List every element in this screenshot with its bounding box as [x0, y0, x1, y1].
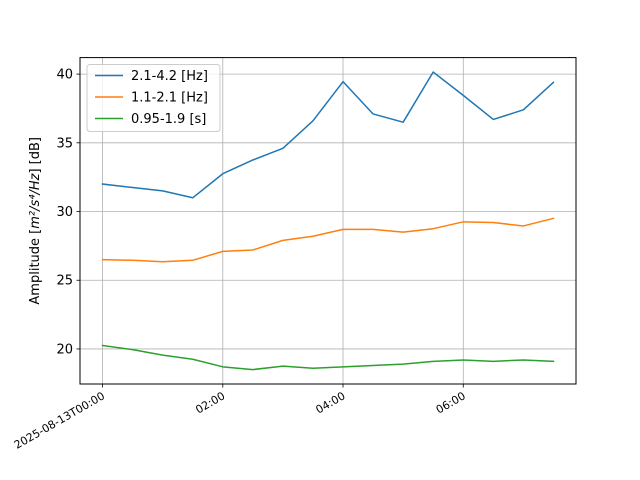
x-tick-label: 04:00 — [314, 389, 348, 416]
x-tick-label: 02:00 — [193, 389, 227, 416]
y-axis-title-end: ] [dB] — [28, 137, 43, 174]
series-line — [101, 71, 555, 199]
legend-box — [86, 64, 221, 132]
y-tick-label: 40 — [56, 68, 73, 83]
y-axis-title: Amplitude [m²/s⁴/Hz] [dB] — [28, 137, 43, 305]
y-axis-title-math: m²/s⁴/Hz — [28, 172, 43, 228]
series-lines — [101, 71, 555, 371]
x-tick-label: 06:00 — [434, 389, 468, 416]
legend-label: 2.1-4.2 [Hz] — [131, 69, 208, 84]
series-line — [101, 344, 555, 371]
plot-frame — [79, 57, 577, 385]
x-tick-label: 2025-08-13T00:00 — [12, 389, 107, 451]
y-tick-label: 35 — [56, 136, 73, 151]
y-axis: 20 25 30 35 40 — [56, 68, 80, 357]
legend-label: 1.1-2.1 [Hz] — [131, 91, 208, 106]
y-tick-label: 25 — [56, 274, 73, 289]
y-tick-label: 30 — [56, 205, 73, 220]
x-axis: 2025-08-13T00:00 02:00 04:00 06:00 — [12, 384, 468, 452]
legend-label: 0.95-1.9 [s] — [131, 112, 206, 127]
legend: 2.1-4.2 [Hz] 1.1-2.1 [Hz] 0.95-1.9 [s] — [86, 64, 221, 132]
y-axis-title-main: Amplitude [ — [28, 229, 43, 305]
y-tick-label: 20 — [56, 342, 73, 357]
series-line — [101, 217, 555, 263]
